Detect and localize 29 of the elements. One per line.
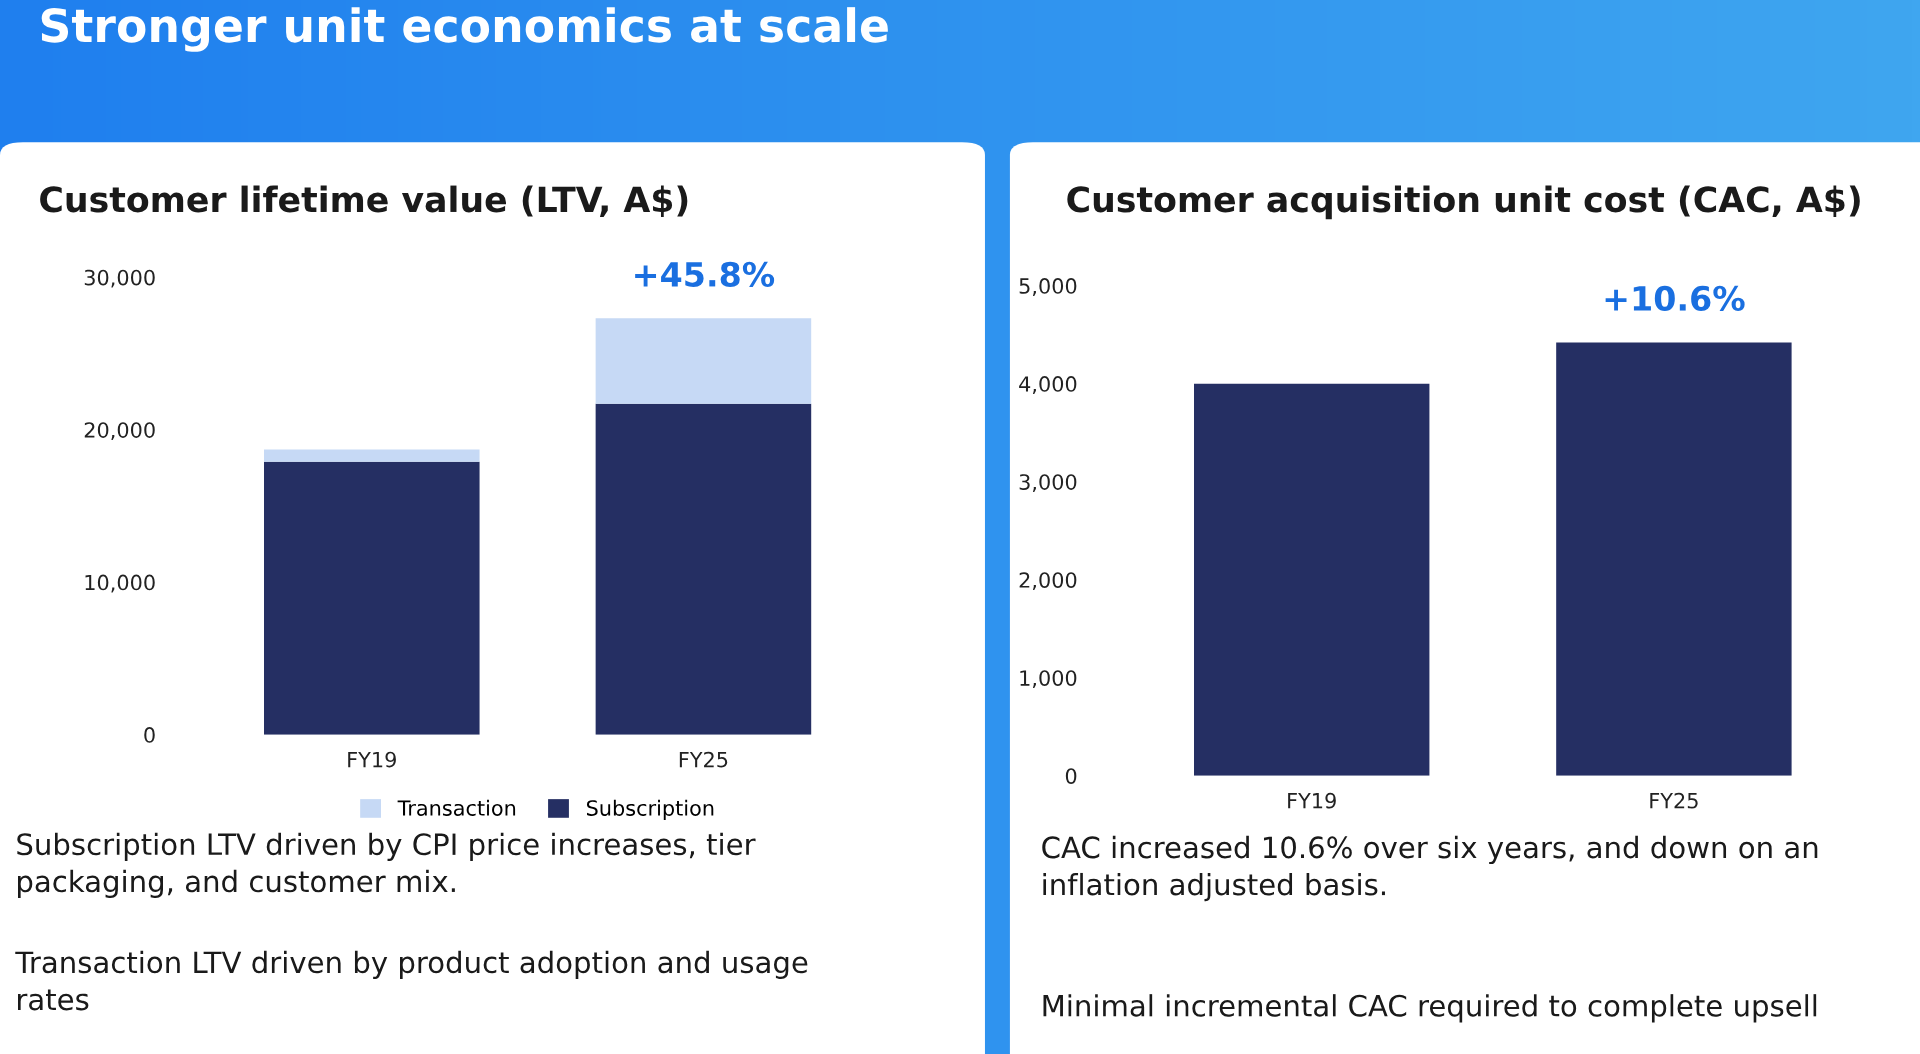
bar [595,403,812,735]
y-tick-label: 0 [144,727,155,743]
y-tick-label: 1,000 [1020,670,1077,689]
chart-title: Customer acquisition unit cost (CAC, A$) [1067,185,1860,220]
annotation: +45.8% [635,261,775,287]
x-tick-label: FY19 [1288,792,1336,809]
y-tick-label: 2,000 [1019,572,1077,591]
x-tick-label: FY19 [348,751,396,768]
legend-label: Subscription [586,799,714,820]
x-tick-label: FY25 [679,751,728,768]
bar [264,449,480,462]
y-tick-label: 3,000 [1019,474,1077,493]
text: Subscription LTV driven by CPI price increases, tier packaging, and customer mix. [17,832,756,899]
chart-title: Customer lifetime value (LTV, A$) [40,185,688,218]
text: Stronger unit economics at scale [41,7,888,52]
annotation: +10.6% [1605,285,1745,312]
bar [264,461,480,735]
y-tick-label: 5,000 [1019,278,1077,296]
y-tick-label: 0 [1065,768,1077,784]
text: Transaction LTV driven by product adoption and usage rates [15,950,808,1011]
text: CAC increased 10.6% over six years, and down on an inflation adjusted basis. [1042,835,1818,902]
y-tick-label: 20,000 [84,422,155,441]
y-tick-label: 30,000 [84,269,155,288]
text: Minimal incremental CAC required to complete upsell [1043,994,1817,1023]
x-tick-label: FY25 [1650,792,1698,809]
bar [595,318,812,404]
legend-label: Transaction [397,799,516,816]
y-tick-label: 10,000 [85,574,155,593]
y-tick-label: 4,000 [1019,376,1077,394]
